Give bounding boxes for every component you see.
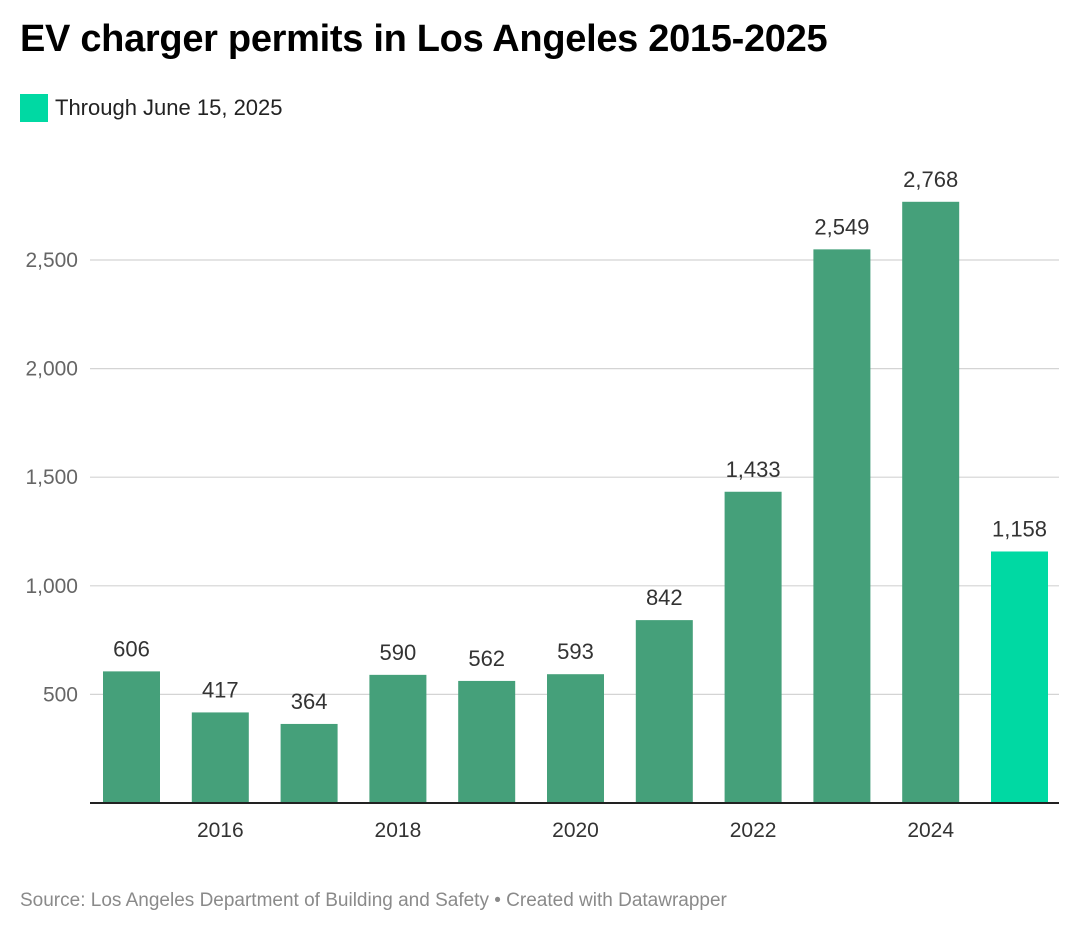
bar-2025: [991, 551, 1048, 803]
data-label: 364: [291, 689, 328, 714]
data-label: 606: [113, 636, 150, 661]
data-label: 2,549: [814, 214, 869, 239]
bar-2022: [724, 491, 782, 803]
data-label: 842: [646, 585, 683, 610]
data-label: 417: [202, 677, 239, 702]
bar-2016: [191, 712, 249, 803]
bar-2021: [635, 620, 693, 803]
data-label: 1,158: [992, 516, 1047, 541]
bar-2023: [813, 249, 871, 804]
data-labels: 606 417 364 590 562 593 842 1,433 2,549 2,768 1,15…: [113, 167, 1047, 714]
gridlines: [90, 259, 1059, 696]
y-tick-label: 2,500: [25, 249, 78, 272]
y-tick-label: 1,500: [25, 466, 78, 489]
y-tick-label: 500: [43, 683, 78, 706]
data-label: 562: [468, 646, 505, 671]
data-label: 590: [380, 640, 417, 665]
source-note: Source: Los Angeles Department of Buildi…: [20, 890, 727, 911]
x-axis-ticks: 2016 2018 2020 2022 2024: [197, 819, 954, 842]
bar-2017: [280, 723, 338, 803]
legend-label: Through June 15, 2025: [55, 95, 283, 120]
bar-2018: [369, 674, 427, 803]
bar-2015: [103, 671, 160, 803]
bar-2020: [547, 674, 604, 803]
legend: Through June 15, 2025: [20, 94, 283, 122]
y-axis-ticks: 500 1,000 1,500 2,000 2,500: [25, 249, 78, 706]
x-tick-label: 2022: [730, 819, 777, 842]
x-tick-label: 2020: [552, 819, 599, 842]
data-label: 593: [557, 639, 594, 664]
chart-title: EV charger permits in Los Angeles 2015-2…: [20, 18, 828, 60]
data-label: 2,768: [903, 167, 958, 192]
bar-2024: [902, 201, 960, 803]
y-tick-label: 1,000: [25, 575, 78, 598]
y-tick-label: 2,000: [25, 358, 78, 381]
bar-2019: [458, 680, 516, 803]
x-tick-label: 2018: [375, 819, 422, 842]
legend-swatch: [20, 94, 48, 122]
bars: [103, 201, 1048, 804]
data-label: 1,433: [726, 457, 781, 482]
x-tick-label: 2024: [907, 819, 954, 842]
x-tick-label: 2016: [197, 819, 244, 842]
